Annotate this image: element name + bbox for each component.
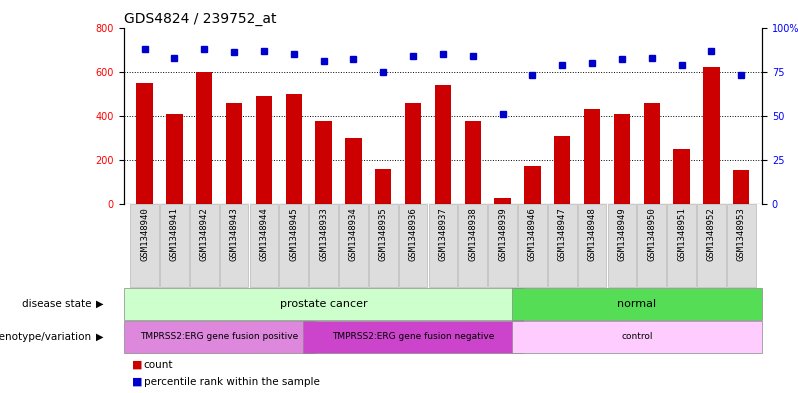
Text: TMPRSS2:ERG gene fusion negative: TMPRSS2:ERG gene fusion negative [332, 332, 494, 342]
Bar [196, 72, 212, 204]
FancyBboxPatch shape [130, 204, 159, 287]
Text: GSM1348938: GSM1348938 [468, 207, 477, 261]
Text: GSM1348933: GSM1348933 [319, 207, 328, 261]
Text: TMPRSS2:ERG gene fusion positive: TMPRSS2:ERG gene fusion positive [140, 332, 298, 342]
FancyBboxPatch shape [124, 321, 314, 353]
Text: percentile rank within the sample: percentile rank within the sample [144, 377, 319, 387]
Bar [494, 198, 511, 204]
Bar [584, 109, 600, 204]
FancyBboxPatch shape [458, 204, 487, 287]
FancyBboxPatch shape [667, 204, 696, 287]
Bar [554, 136, 571, 204]
Text: ▶: ▶ [96, 332, 103, 342]
Bar [405, 103, 421, 204]
Text: GSM1348939: GSM1348939 [498, 207, 507, 261]
FancyBboxPatch shape [302, 321, 523, 353]
Bar [733, 170, 749, 204]
FancyBboxPatch shape [488, 204, 517, 287]
Bar [435, 85, 451, 204]
FancyBboxPatch shape [548, 204, 576, 287]
Bar [703, 67, 720, 204]
FancyBboxPatch shape [399, 204, 428, 287]
Bar [226, 103, 243, 204]
FancyBboxPatch shape [512, 321, 762, 353]
Text: GSM1348942: GSM1348942 [200, 207, 209, 261]
FancyBboxPatch shape [369, 204, 397, 287]
Text: GSM1348953: GSM1348953 [737, 207, 745, 261]
Bar [346, 138, 361, 204]
FancyBboxPatch shape [279, 204, 308, 287]
Text: prostate cancer: prostate cancer [280, 299, 367, 309]
Text: GSM1348951: GSM1348951 [677, 207, 686, 261]
Bar [643, 103, 660, 204]
Bar [375, 169, 392, 204]
Text: control: control [621, 332, 653, 342]
FancyBboxPatch shape [429, 204, 457, 287]
FancyBboxPatch shape [339, 204, 368, 287]
Text: ■: ■ [132, 360, 142, 370]
Text: GSM1348945: GSM1348945 [289, 207, 298, 261]
Text: GSM1348940: GSM1348940 [140, 207, 149, 261]
FancyBboxPatch shape [190, 204, 219, 287]
Text: ▶: ▶ [96, 299, 103, 309]
Text: GSM1348949: GSM1348949 [618, 207, 626, 261]
FancyBboxPatch shape [578, 204, 606, 287]
FancyBboxPatch shape [219, 204, 248, 287]
FancyBboxPatch shape [697, 204, 725, 287]
Text: count: count [144, 360, 173, 370]
Bar [315, 121, 332, 204]
Bar [614, 114, 630, 204]
FancyBboxPatch shape [160, 204, 188, 287]
Text: GSM1348947: GSM1348947 [558, 207, 567, 261]
Text: GSM1348941: GSM1348941 [170, 207, 179, 261]
Text: GSM1348952: GSM1348952 [707, 207, 716, 261]
Text: disease state: disease state [22, 299, 92, 309]
Text: GSM1348944: GSM1348944 [259, 207, 268, 261]
Text: GSM1348950: GSM1348950 [647, 207, 656, 261]
Text: GSM1348946: GSM1348946 [528, 207, 537, 261]
Bar [286, 94, 302, 204]
FancyBboxPatch shape [727, 204, 756, 287]
Text: GSM1348943: GSM1348943 [230, 207, 239, 261]
Bar [255, 96, 272, 204]
Text: GSM1348937: GSM1348937 [438, 207, 448, 261]
Bar [674, 149, 689, 204]
Text: ■: ■ [132, 377, 142, 387]
Text: GSM1348948: GSM1348948 [587, 207, 597, 261]
Text: GDS4824 / 239752_at: GDS4824 / 239752_at [124, 13, 276, 26]
FancyBboxPatch shape [607, 204, 636, 287]
FancyBboxPatch shape [310, 204, 338, 287]
FancyBboxPatch shape [638, 204, 666, 287]
Bar [464, 121, 481, 204]
Text: genotype/variation: genotype/variation [0, 332, 92, 342]
Bar [524, 166, 540, 204]
FancyBboxPatch shape [518, 204, 547, 287]
Text: GSM1348936: GSM1348936 [409, 207, 417, 261]
Text: GSM1348934: GSM1348934 [349, 207, 358, 261]
FancyBboxPatch shape [124, 288, 523, 320]
Bar [166, 114, 183, 204]
FancyBboxPatch shape [512, 288, 762, 320]
Text: normal: normal [617, 299, 657, 309]
Text: GSM1348935: GSM1348935 [379, 207, 388, 261]
Bar [136, 83, 152, 204]
FancyBboxPatch shape [250, 204, 279, 287]
